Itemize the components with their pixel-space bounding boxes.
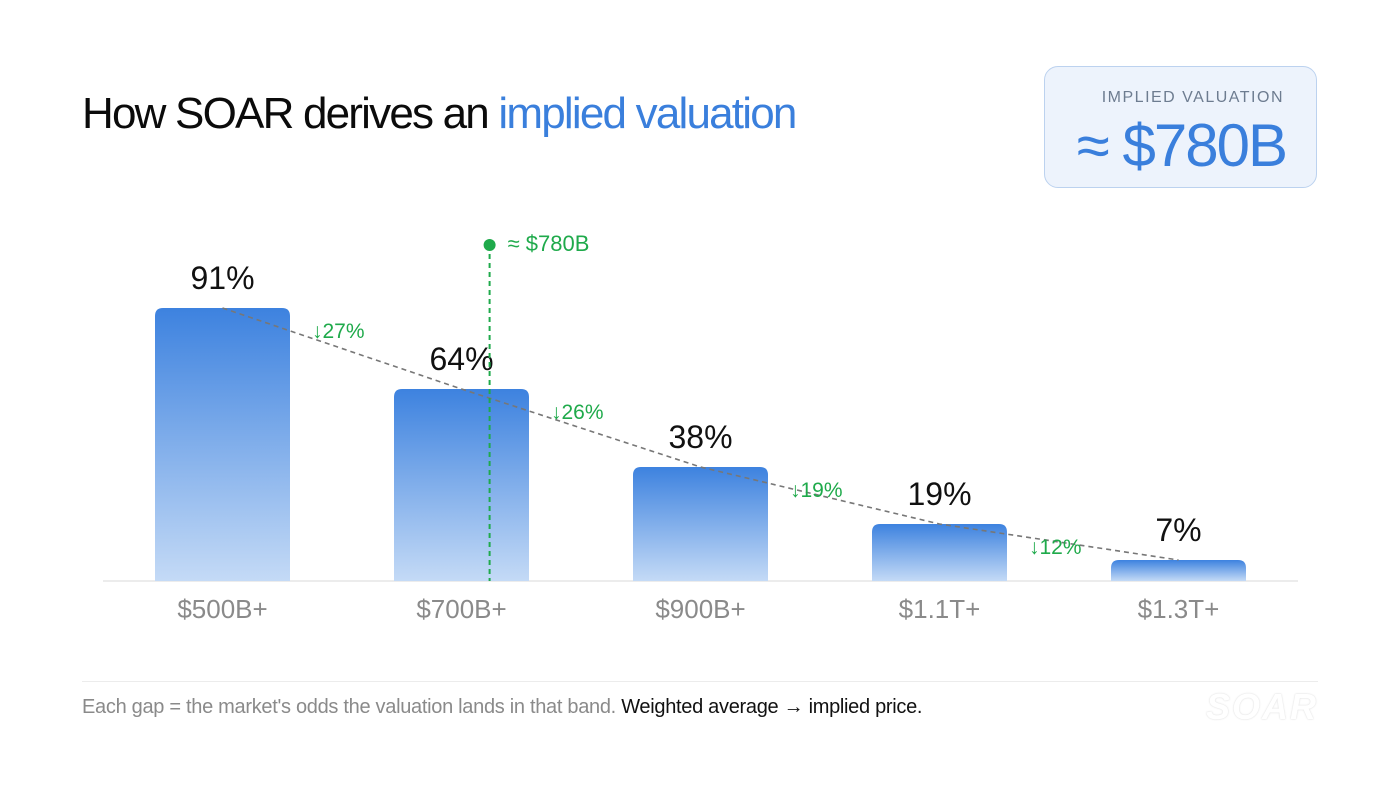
data-label-0: 91%: [190, 260, 254, 296]
tick-label-1: $700B+: [416, 594, 506, 624]
gap-label-2: ↓19%: [790, 479, 843, 502]
footer-strong: Weighted average → implied price.: [621, 696, 923, 718]
tick-label-3: $1.1T+: [899, 594, 981, 624]
data-label-1: 64%: [429, 341, 493, 377]
trend-line: [222, 307, 1179, 561]
bar-3: [872, 524, 1007, 581]
bar-chart: 91% $500B+ 64% $700B+ 38% $900B+ 19% $1.1T+ 7% $1…: [103, 231, 1298, 624]
title-main: How SOAR derives an: [82, 89, 499, 138]
gap-label-3: ↓12%: [1029, 536, 1082, 559]
page-title: How SOAR derives an implied valuation: [82, 90, 802, 138]
bar-4: [1111, 560, 1246, 581]
data-label-3: 19%: [907, 476, 971, 512]
implied-valuation-label: IMPLIED VALUATION: [1101, 89, 1284, 106]
implied-valuation-value: ≈ $780B: [1076, 112, 1288, 179]
tick-label-2: $900B+: [655, 594, 745, 624]
tick-label-0: $500B+: [177, 594, 267, 624]
footer-text: Each gap = the market's odds the valuati…: [82, 696, 622, 718]
bar-2: [633, 467, 768, 581]
title-accent: implied valuation: [498, 89, 797, 138]
marker-dot: [483, 239, 496, 251]
footer-note: Each gap = the market's odds the valuati…: [82, 696, 922, 719]
data-label-4: 7%: [1155, 512, 1201, 548]
gap-label-0: ↓27%: [312, 320, 365, 343]
marker-label: ≈ $780B: [508, 231, 590, 256]
footer-divider: [82, 681, 1318, 682]
implied-valuation-card: IMPLIED VALUATION ≈ $780B: [1044, 66, 1317, 188]
bar-0: [155, 308, 290, 581]
tick-label-4: $1.3T+: [1138, 594, 1220, 624]
soar-logo: SOAR: [1206, 686, 1319, 727]
gap-label-1: ↓26%: [551, 401, 604, 424]
data-label-2: 38%: [668, 419, 732, 455]
bar-1: [394, 389, 529, 581]
